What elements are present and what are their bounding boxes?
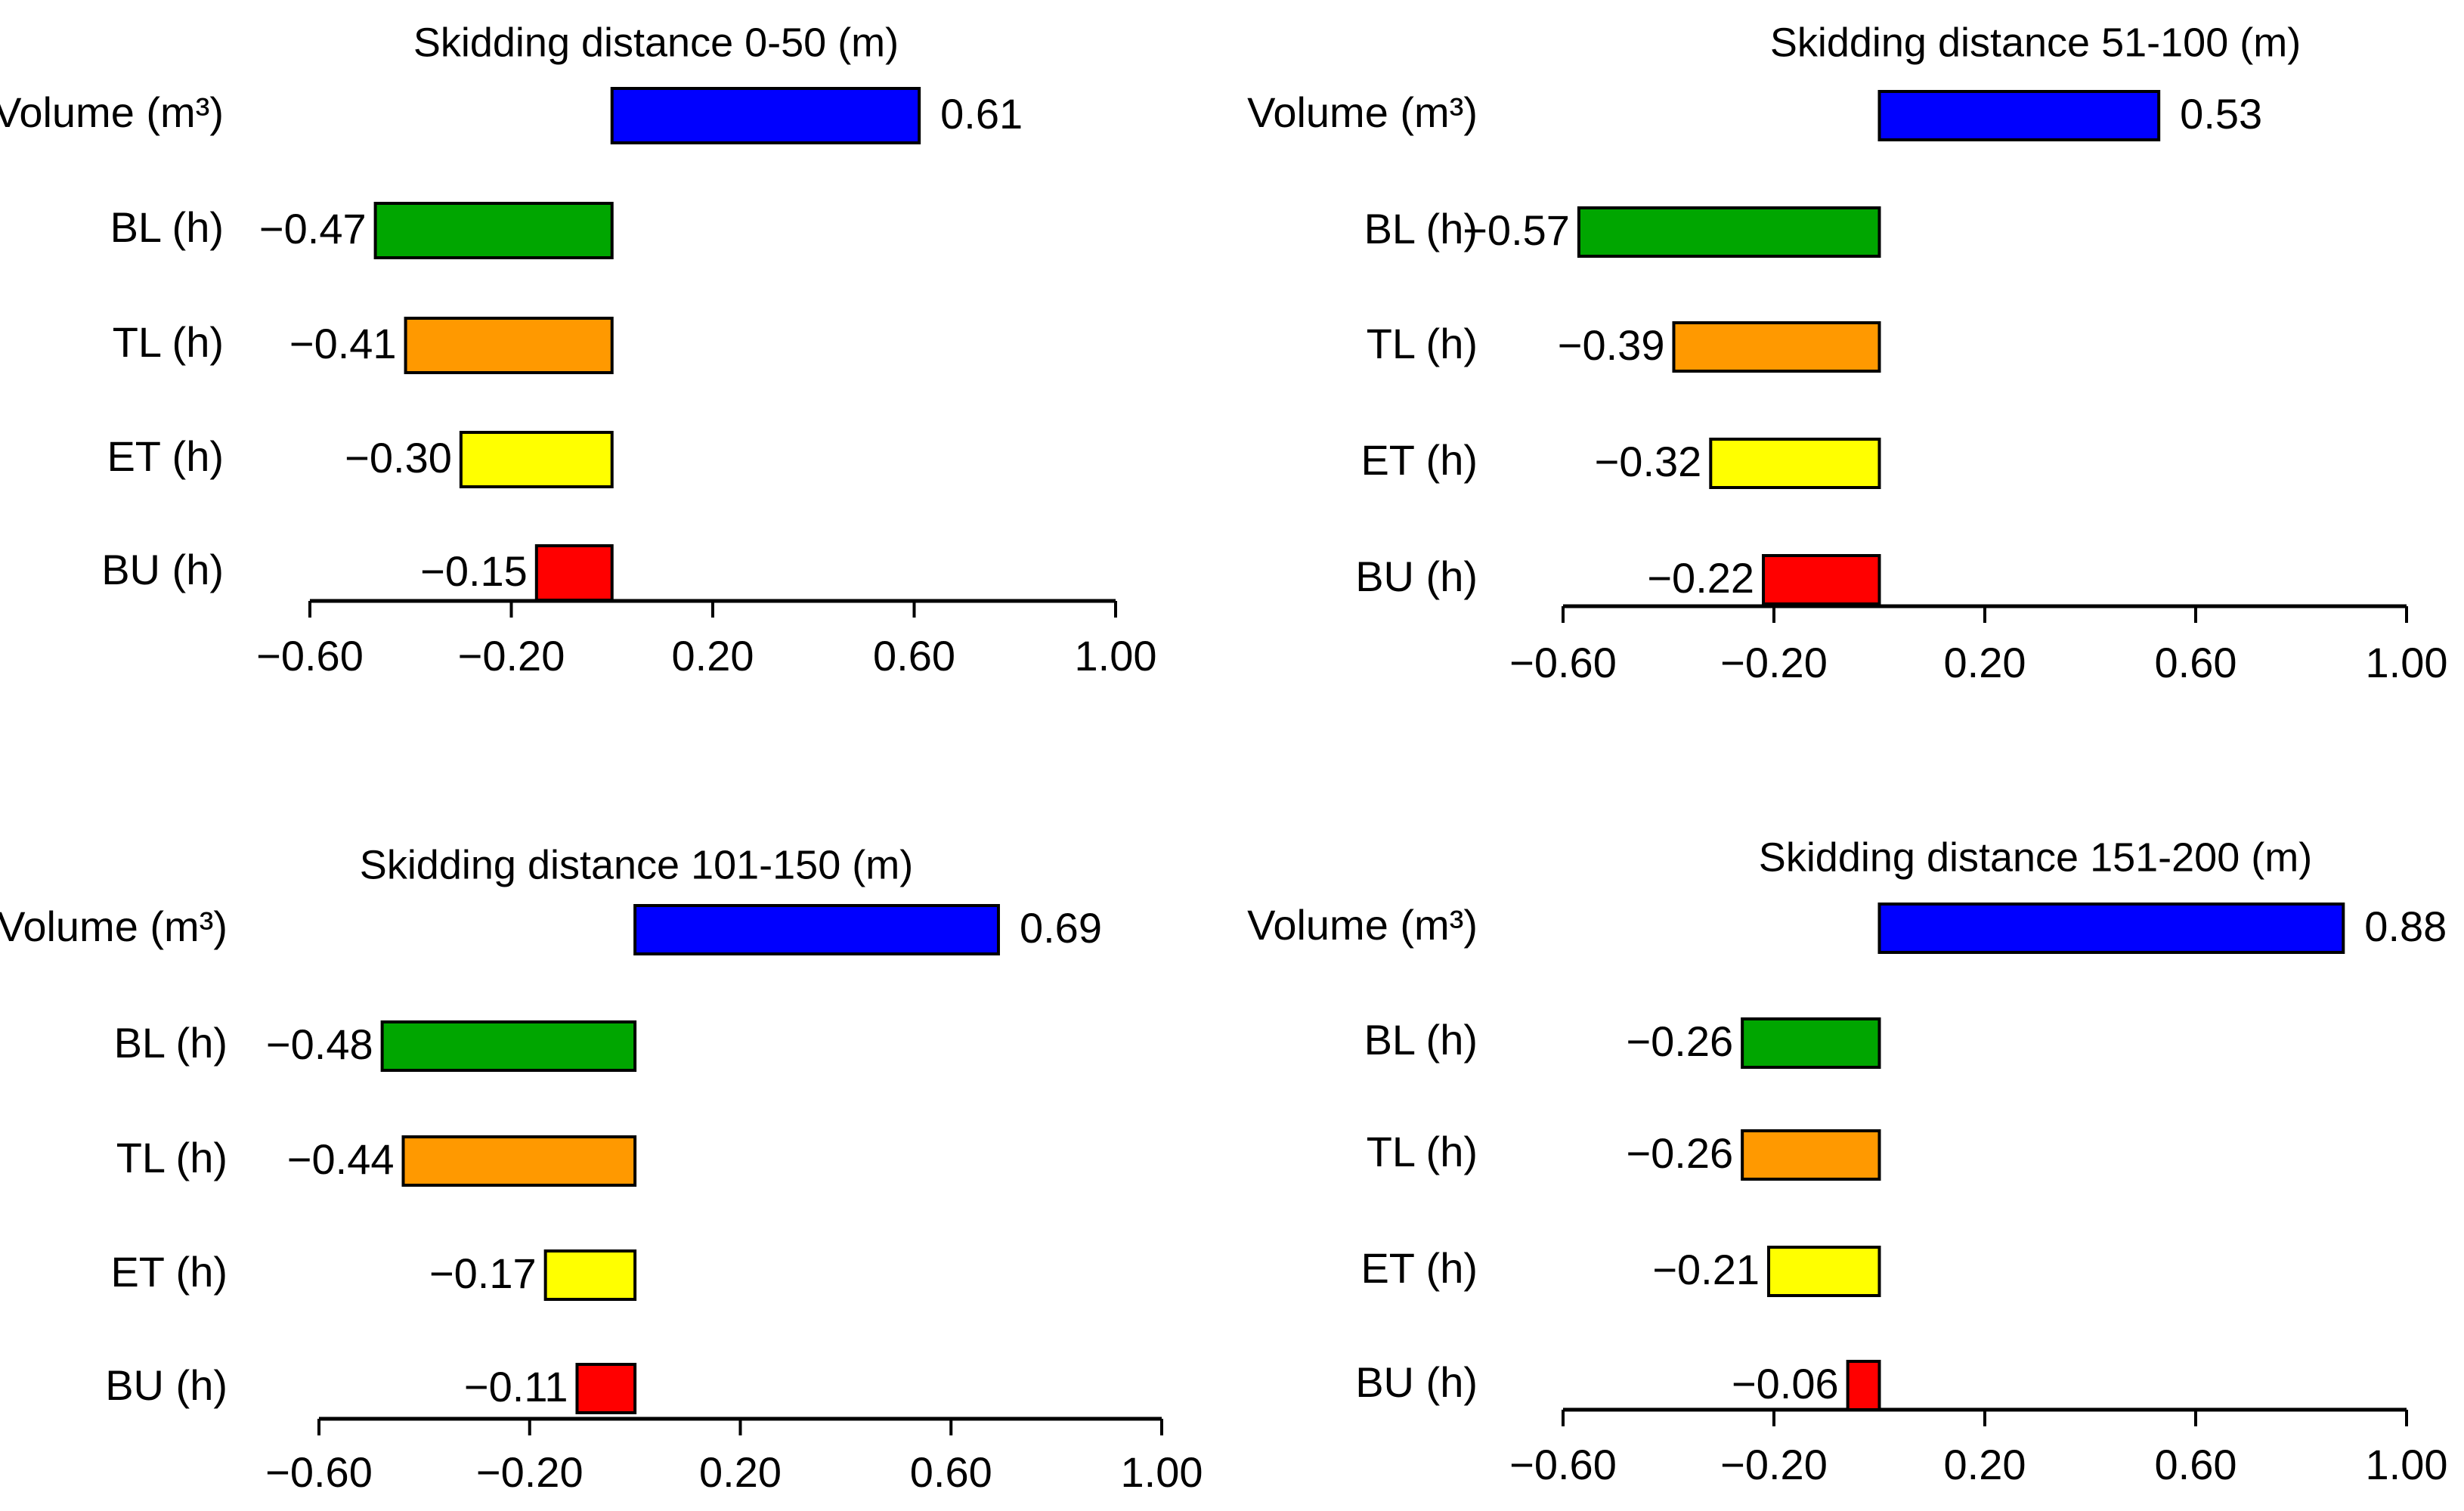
value-label: −0.06 xyxy=(1732,1360,1839,1407)
bar-2 xyxy=(380,1020,637,1072)
x-tick-label: 1.00 xyxy=(1121,1448,1203,1496)
bar-2 xyxy=(1577,206,1881,258)
x-tick-label: −0.20 xyxy=(458,632,565,680)
bar-1 xyxy=(1877,90,2161,141)
x-tick-label: 1.00 xyxy=(2366,639,2448,686)
x-tick-label: −0.20 xyxy=(1720,639,1828,686)
chart-title: Skidding distance 0-50 (m) xyxy=(413,20,899,65)
bar-5 xyxy=(575,1363,637,1414)
x-tick-label: −0.20 xyxy=(476,1448,583,1496)
chart-panel-4: Skidding distance 151-200 (m) −0.60 −0.20 0… xyxy=(1247,834,2447,1488)
x-tick-label: 0.20 xyxy=(672,632,754,680)
value-label: −0.17 xyxy=(429,1249,537,1297)
bar-4 xyxy=(1767,1246,1881,1297)
bar-4 xyxy=(459,431,614,488)
category-label: BU (h) xyxy=(105,1361,228,1409)
x-tick-label: −0.60 xyxy=(256,632,364,680)
category-label: Volume (m³) xyxy=(0,88,224,136)
x-tick-label: 0.20 xyxy=(1944,639,2026,686)
category-label: BL (h) xyxy=(1364,205,1478,252)
x-tick-label: 0.20 xyxy=(699,1448,782,1496)
bar-3 xyxy=(401,1135,637,1187)
value-label: −0.22 xyxy=(1647,554,1754,602)
category-label: BU (h) xyxy=(1355,553,1478,600)
bar-5 xyxy=(1846,1360,1881,1411)
category-label: TL (h) xyxy=(113,318,224,366)
value-label: −0.57 xyxy=(1463,206,1570,254)
chart-title: Skidding distance 151-200 (m) xyxy=(1759,834,2312,880)
bar-5 xyxy=(1762,554,1881,605)
value-label: −0.41 xyxy=(289,320,397,367)
chart-panel-2: Skidding distance 51-100 (m) −0.60 −0.20 0.… xyxy=(1247,20,2447,686)
x-tick-label: 0.60 xyxy=(873,632,955,680)
bar-4 xyxy=(1709,438,1881,489)
bar-2 xyxy=(373,202,614,259)
category-label: BL (h) xyxy=(114,1019,228,1067)
value-label: −0.11 xyxy=(464,1363,568,1410)
category-label: ET (h) xyxy=(110,1248,228,1296)
bar-3 xyxy=(404,317,614,374)
category-label: TL (h) xyxy=(116,1134,228,1181)
bar-3 xyxy=(1672,321,1881,373)
value-label: −0.26 xyxy=(1626,1129,1733,1177)
category-label: BL (h) xyxy=(110,203,224,251)
bar-1 xyxy=(610,87,921,144)
x-tick-label: 1.00 xyxy=(2366,1441,2448,1488)
value-label: 0.88 xyxy=(2364,903,2447,950)
value-label: −0.21 xyxy=(1652,1246,1760,1293)
category-label: ET (h) xyxy=(107,432,224,480)
x-tick-label: 0.60 xyxy=(2155,639,2237,686)
value-label: 0.53 xyxy=(2180,90,2262,138)
category-label: BU (h) xyxy=(101,546,224,593)
value-label: −0.26 xyxy=(1626,1017,1733,1065)
value-label: −0.30 xyxy=(345,434,452,481)
chart-title: Skidding distance 51-100 (m) xyxy=(1770,20,2301,65)
value-label: −0.39 xyxy=(1558,321,1665,369)
x-tick-label: 0.20 xyxy=(1944,1441,2026,1488)
category-label: TL (h) xyxy=(1367,1128,1478,1175)
bar-5 xyxy=(534,544,614,602)
chart-title: Skidding distance 101-150 (m) xyxy=(360,842,913,887)
bar-4 xyxy=(543,1249,637,1301)
bar-1 xyxy=(1877,903,2345,954)
value-label: −0.15 xyxy=(420,547,528,595)
bar-3 xyxy=(1741,1129,1881,1181)
value-label: 0.61 xyxy=(940,90,1023,138)
bar-1 xyxy=(633,904,1000,955)
x-tick-label: −0.20 xyxy=(1720,1441,1828,1488)
x-tick-label: −0.60 xyxy=(1509,1441,1617,1488)
chart-panel-1: Skidding distance 0-50 (m) −0.60 −0.20 0.20… xyxy=(0,20,1157,680)
category-label: TL (h) xyxy=(1367,320,1478,367)
x-tick-label: 0.60 xyxy=(910,1448,992,1496)
category-label: BL (h) xyxy=(1364,1016,1478,1064)
x-tick-label: −0.60 xyxy=(265,1448,373,1496)
x-tick-label: 1.00 xyxy=(1075,632,1157,680)
value-label: −0.47 xyxy=(259,205,367,252)
category-label: Volume (m³) xyxy=(1247,88,1478,136)
category-label: Volume (m³) xyxy=(0,903,228,950)
category-label: ET (h) xyxy=(1360,436,1478,484)
chart-panel-3: Skidding distance 101-150 (m) −0.60 −0.20 0… xyxy=(0,842,1203,1496)
category-label: BU (h) xyxy=(1355,1358,1478,1406)
value-label: −0.48 xyxy=(266,1020,373,1068)
value-label: −0.44 xyxy=(287,1135,395,1183)
bar-2 xyxy=(1741,1017,1881,1069)
x-tick-label: −0.60 xyxy=(1509,639,1617,686)
category-label: ET (h) xyxy=(1360,1244,1478,1292)
value-label: 0.69 xyxy=(1020,904,1102,952)
x-tick-label: 0.60 xyxy=(2155,1441,2237,1488)
category-label: Volume (m³) xyxy=(1247,901,1478,949)
value-label: −0.32 xyxy=(1595,438,1702,485)
